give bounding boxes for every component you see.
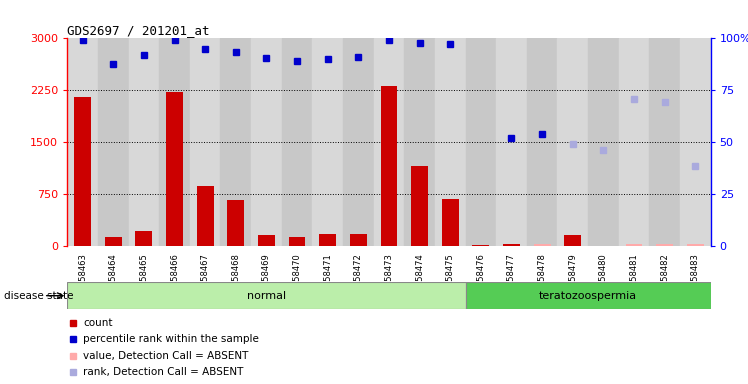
Bar: [166, 92, 183, 246]
Bar: [74, 97, 91, 246]
Bar: [527, 38, 557, 246]
Bar: [619, 38, 649, 246]
Bar: [67, 38, 98, 246]
Bar: [159, 38, 190, 246]
Bar: [129, 38, 159, 246]
Bar: [289, 237, 305, 246]
Bar: [465, 282, 711, 309]
Bar: [105, 237, 122, 246]
Bar: [465, 38, 496, 246]
Bar: [404, 38, 435, 246]
Bar: [251, 38, 282, 246]
Bar: [656, 244, 673, 246]
Bar: [343, 38, 374, 246]
Bar: [625, 244, 643, 246]
Bar: [319, 233, 336, 246]
Text: GDS2697 / 201201_at: GDS2697 / 201201_at: [67, 24, 210, 37]
Text: teratozoospermia: teratozoospermia: [539, 291, 637, 301]
Bar: [381, 86, 397, 246]
Bar: [680, 38, 711, 246]
Bar: [411, 166, 428, 246]
Bar: [197, 185, 214, 246]
Bar: [473, 245, 489, 246]
Bar: [190, 38, 221, 246]
Bar: [374, 38, 404, 246]
Bar: [135, 230, 153, 246]
Bar: [435, 38, 465, 246]
Bar: [350, 234, 367, 246]
Text: value, Detection Call = ABSENT: value, Detection Call = ABSENT: [83, 351, 248, 361]
Bar: [221, 38, 251, 246]
Bar: [687, 244, 704, 246]
Bar: [557, 38, 588, 246]
Bar: [67, 282, 465, 309]
Text: rank, Detection Call = ABSENT: rank, Detection Call = ABSENT: [83, 367, 244, 377]
Bar: [588, 38, 619, 246]
Bar: [313, 38, 343, 246]
Bar: [503, 244, 520, 246]
Bar: [282, 38, 313, 246]
Bar: [564, 235, 581, 246]
Text: disease state: disease state: [4, 291, 73, 301]
Bar: [533, 244, 551, 246]
Bar: [98, 38, 129, 246]
Bar: [442, 199, 459, 246]
Bar: [649, 38, 680, 246]
Bar: [496, 38, 527, 246]
Bar: [227, 200, 244, 246]
Text: normal: normal: [247, 291, 286, 301]
Text: percentile rank within the sample: percentile rank within the sample: [83, 334, 259, 344]
Bar: [258, 235, 275, 246]
Text: count: count: [83, 318, 113, 328]
